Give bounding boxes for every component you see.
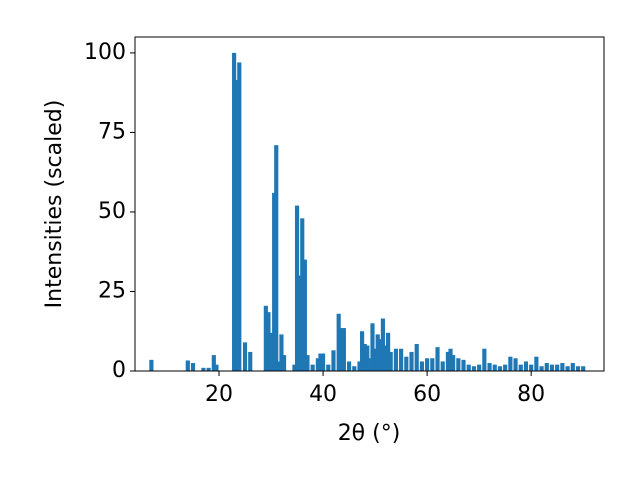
bar [466, 364, 471, 371]
bar [549, 364, 555, 371]
bar [404, 356, 409, 371]
bar [248, 351, 253, 371]
bar [399, 348, 404, 371]
bar [448, 348, 453, 371]
bar [318, 353, 323, 371]
bar [503, 364, 508, 371]
bar [149, 359, 154, 371]
x-tick-label: 40 [309, 382, 337, 407]
y-tick-label: 25 [98, 278, 126, 303]
bar [305, 355, 310, 371]
plot-frame [134, 36, 605, 372]
bar [482, 348, 487, 371]
bar [477, 364, 482, 371]
bar [206, 367, 211, 371]
bar [362, 343, 367, 371]
bar [341, 328, 346, 371]
bar [211, 355, 216, 371]
y-axis-label: Intensities (scaled) [42, 100, 67, 309]
bar [297, 275, 302, 371]
bar [508, 356, 513, 371]
bar [451, 355, 456, 371]
bar [388, 351, 393, 371]
bar [185, 360, 190, 371]
bar [365, 345, 370, 371]
bar [534, 356, 539, 371]
bar [274, 145, 279, 371]
bar [331, 350, 336, 371]
bar [281, 355, 287, 371]
bar [581, 366, 586, 371]
bar [445, 351, 451, 371]
bar [357, 361, 362, 371]
bar [326, 364, 331, 371]
bar [518, 364, 523, 371]
bar [276, 361, 281, 371]
bar [201, 367, 206, 371]
bar [487, 363, 492, 371]
bar [435, 347, 440, 371]
y-tick-label: 50 [98, 199, 126, 224]
bar [419, 361, 424, 371]
bar [471, 366, 477, 371]
bar [440, 361, 445, 371]
bar [497, 366, 503, 371]
bar [346, 361, 352, 371]
bar [386, 332, 391, 371]
bar [242, 342, 248, 371]
x-tick-label: 80 [517, 382, 545, 407]
x-tick-label: 60 [413, 382, 441, 407]
bar [292, 364, 297, 371]
bar [513, 358, 518, 371]
bar [575, 366, 581, 371]
bar [310, 364, 315, 371]
y-tick-label: 0 [112, 358, 126, 383]
bar [190, 363, 196, 371]
bar [560, 363, 565, 371]
bar [544, 363, 549, 371]
bar [383, 345, 388, 371]
bar [570, 363, 575, 371]
bar [378, 339, 383, 371]
x-axis-label: 2θ (°) [338, 421, 401, 446]
y-tick-label: 75 [98, 119, 126, 144]
bar [456, 358, 461, 371]
bar [263, 305, 268, 371]
bar [294, 205, 300, 371]
bar [237, 62, 242, 371]
bar [336, 313, 341, 371]
bar [315, 358, 320, 371]
bar [430, 358, 435, 371]
bar [409, 351, 414, 371]
bar [279, 334, 284, 371]
bar [360, 331, 365, 371]
bar [414, 343, 419, 371]
bar [425, 358, 430, 371]
bar [375, 334, 380, 371]
bar [320, 353, 326, 371]
bar [268, 332, 274, 371]
bar [302, 259, 307, 371]
bar [393, 348, 398, 371]
bar [373, 348, 378, 371]
bar [539, 366, 544, 371]
bar [214, 364, 219, 371]
bar [461, 359, 466, 371]
bar [380, 318, 385, 371]
bar [565, 366, 570, 371]
x-tick-label: 20 [205, 382, 233, 407]
bar [529, 364, 534, 371]
bar [370, 323, 375, 371]
bar [367, 358, 372, 371]
bar [492, 364, 497, 371]
bar [352, 366, 357, 371]
bar [232, 52, 237, 372]
bar [300, 218, 305, 371]
bar [339, 328, 344, 371]
bar [266, 312, 271, 371]
y-tick-label: 100 [84, 40, 126, 65]
bar [523, 361, 529, 371]
bar [555, 364, 560, 371]
